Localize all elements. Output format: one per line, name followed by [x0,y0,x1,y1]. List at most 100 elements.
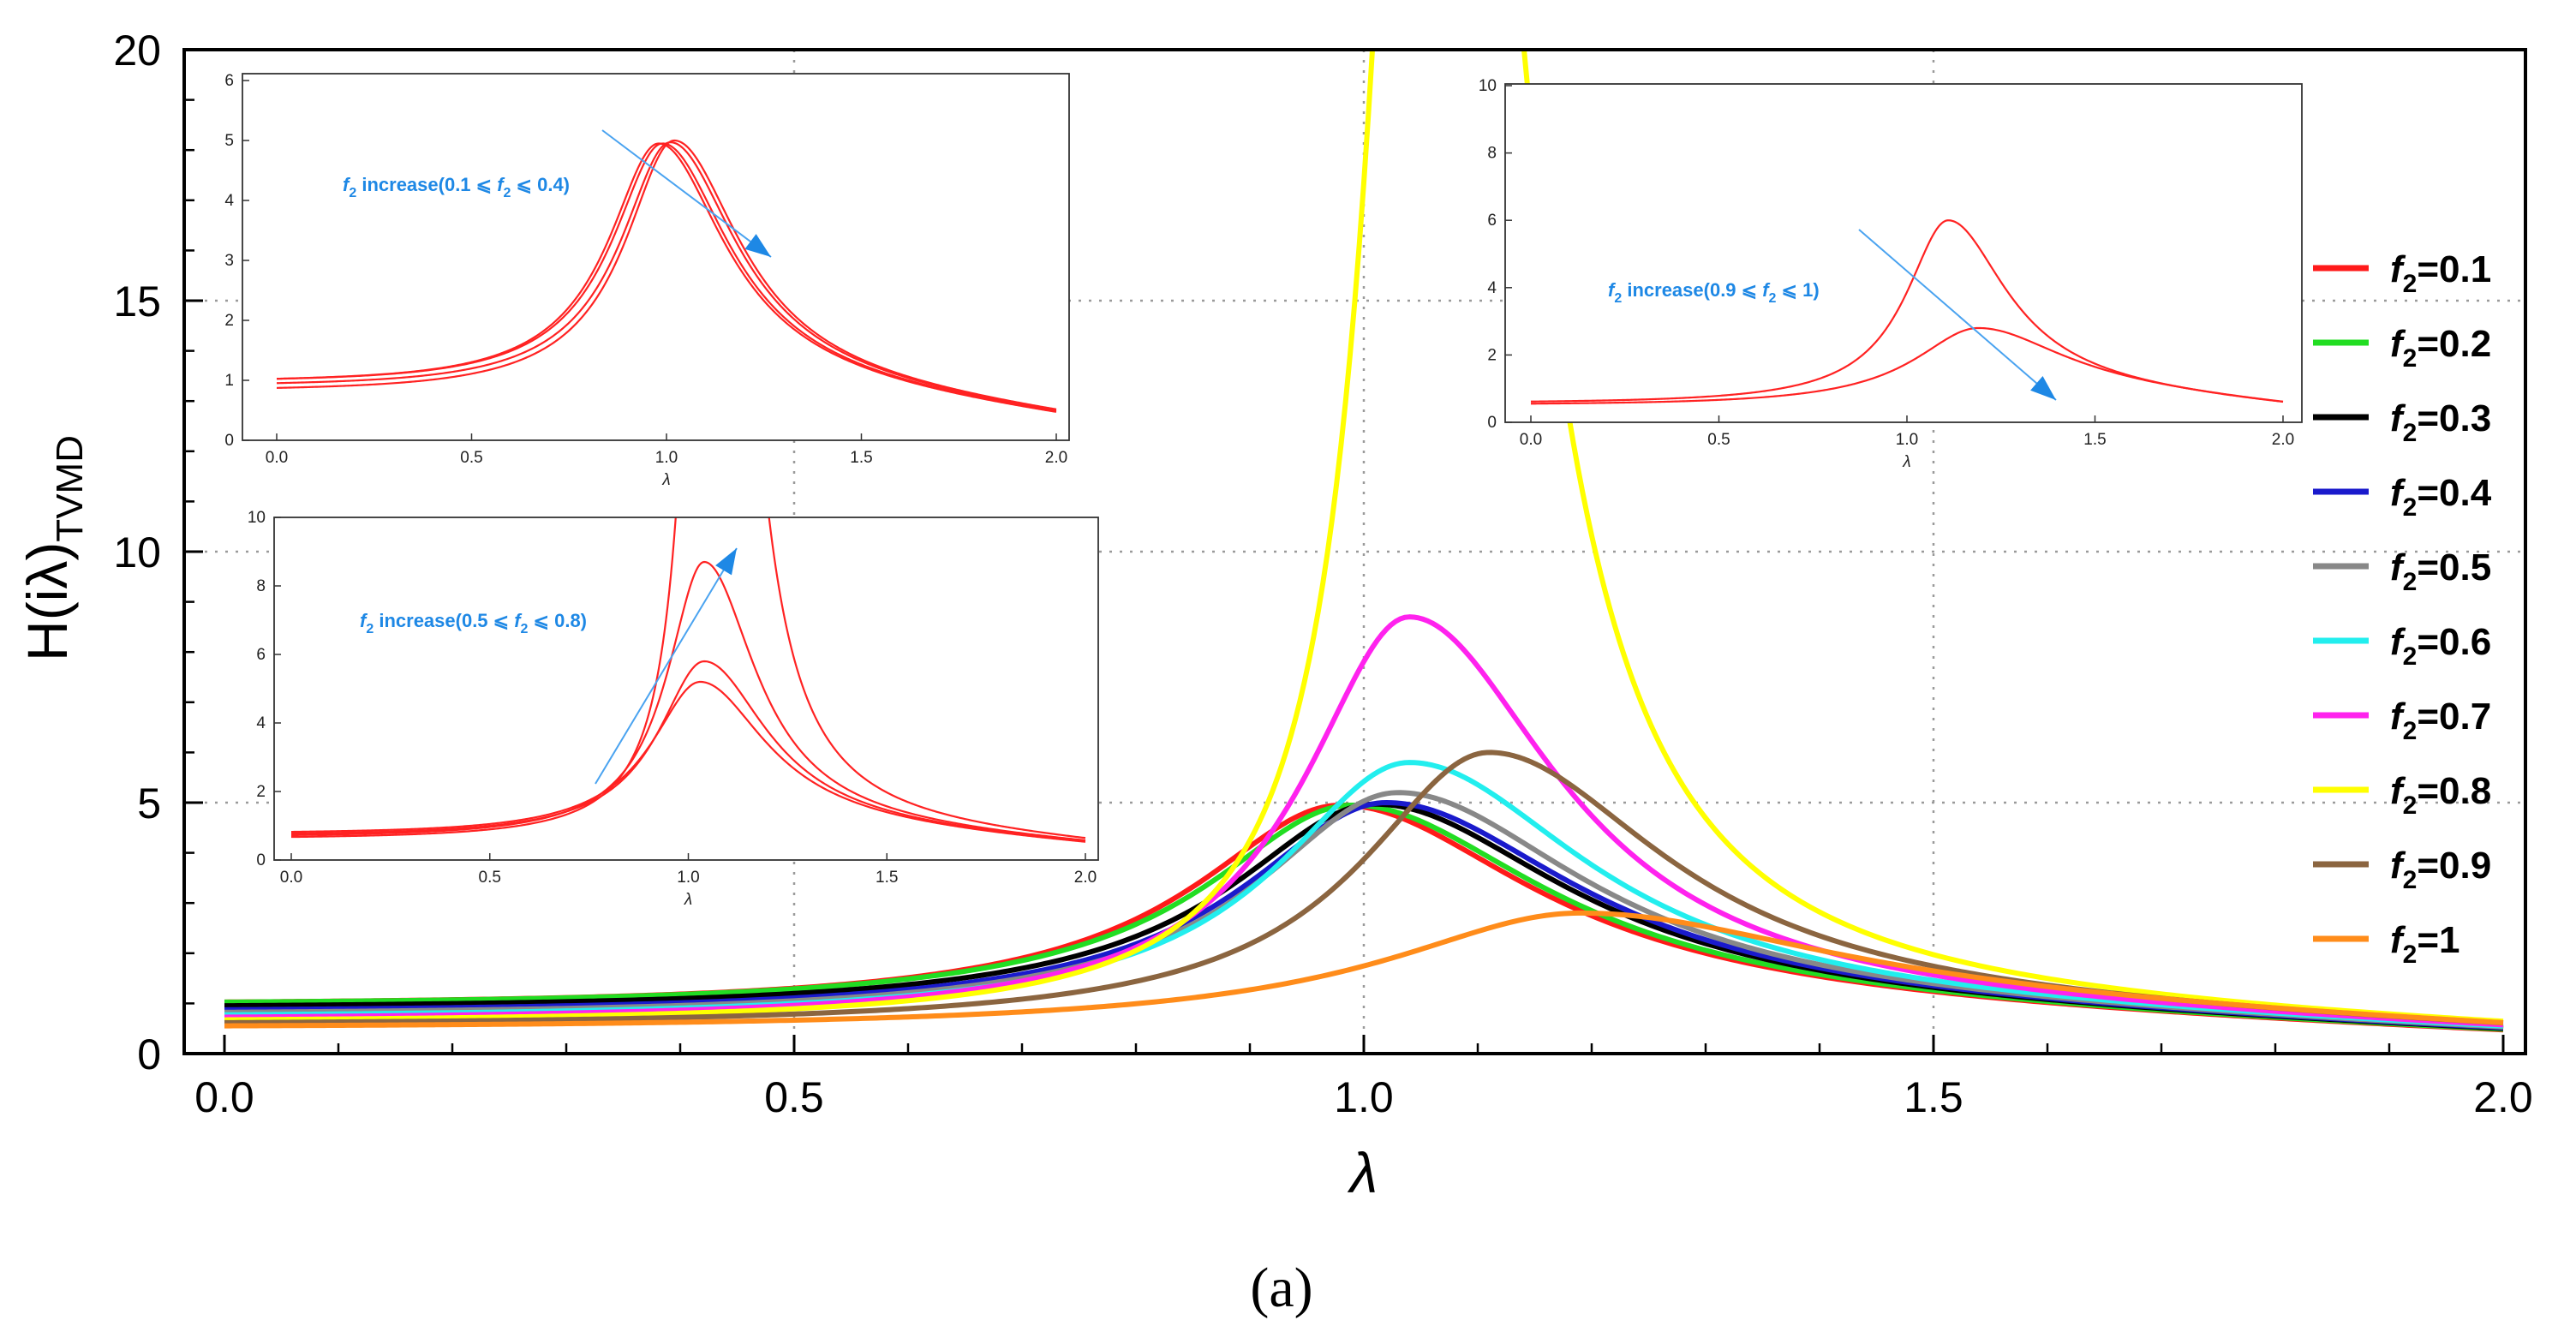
inset1-y-tick-label: 4 [224,192,234,210]
inset1-arrow-line [601,129,772,258]
main-x-tick-label: 0.0 [194,1073,254,1121]
inset3-annotation-var: f [1608,279,1617,301]
inset2-y-tick-label: 10 [248,509,266,527]
inset2-series-line-f2-0-7 [290,560,1086,842]
inset2-x-tick-label: 1.0 [677,869,699,887]
legend-label-sub: 2 [2403,568,2418,596]
inset3-series [1530,219,2284,405]
legend-label: f2=0.3 [2390,397,2491,447]
legend-label-sub: 2 [2403,866,2418,894]
legend-label: f2=1 [2390,919,2460,969]
inset1-x-tick-label: 1.0 [655,449,678,467]
inset1-series-line-f2-0-4 [276,139,1057,410]
main-y-tick-labels: 0 5 10 15 20 [113,27,161,1078]
legend-item: f2=0.2 [2313,323,2491,373]
figure-caption: (a) [1250,1257,1312,1319]
main-y-axis-title-main: H(iλ) [15,542,79,661]
main-series [224,50,2504,1033]
inset3-x-axis-title: λ [1902,453,1910,471]
main-y-tick-label: 20 [113,27,161,75]
legend-label: f2=0.1 [2390,248,2491,298]
inset2-y-tick-label: 8 [256,577,266,595]
inset1-y-tick-label: 1 [224,372,234,390]
legend-label-sub: 2 [2403,717,2418,745]
inset2-series-line-f2-0-8 [290,517,1086,839]
inset1-annotation-var2: f [497,174,505,195]
legend-item: f2=1 [2313,919,2460,969]
legend-label-value: =0.4 [2417,472,2491,514]
inset3-series-line-f2-1 [1530,326,2284,405]
inset3-annotation: f2 increase(0.9 ⩽ f2 ⩽ 1) [1608,279,1820,306]
inset3-x-tick-label: 0.5 [1707,431,1730,449]
inset2-series-line-f2-0-6 [290,660,1086,843]
main-y-axis-title-sub: TVMD [49,435,91,542]
legend-item: f2=0.8 [2313,770,2491,820]
main-x-axis-title: λ [1348,1141,1378,1204]
legend-label-value: =0.6 [2417,621,2491,663]
inset2-y-tick-label: 2 [256,783,266,801]
legend-label-var: f [2390,621,2406,663]
legend-item: f2=0.1 [2313,248,2491,298]
legend-label-var: f [2390,770,2406,812]
legend-label-var: f [2390,472,2406,514]
legend-label-value: =1 [2417,919,2459,961]
inset3-y-tick-label: 10 [1479,77,1497,95]
main-ticks [184,48,2505,1055]
legend-label-var: f [2390,248,2406,290]
legend-label-var: f [2390,919,2406,961]
inset3-arrow-line [1858,229,2057,401]
main-x-tick-label: 1.0 [1334,1073,1394,1121]
main-x-tick-label: 2.0 [2473,1073,2533,1121]
legend-label: f2=0.5 [2390,547,2491,596]
legend-label-value: =0.2 [2417,323,2491,365]
legend-label: f2=0.6 [2390,621,2491,671]
inset1-annotation-text: increase(0.1 ⩽ [356,174,497,195]
legend-label: f2=0.8 [2390,770,2491,820]
legend-label-value: =0.1 [2417,248,2491,290]
legend-label-var: f [2390,397,2406,439]
legend-label-sub: 2 [2403,419,2418,447]
inset2-annotation-var2: f [514,610,523,631]
inset2-series [290,517,1086,843]
inset2-annotation-sub: 2 [366,622,374,636]
legend-label-sub: 2 [2403,941,2418,969]
inset2-annotation-text: increase(0.5 ⩽ [374,610,514,631]
inset2-annotation-text2: ⩽ 0.8) [528,610,587,631]
legend-item: f2=0.3 [2313,397,2491,447]
inset1-y-tick-label: 6 [224,72,234,90]
inset1-y-tick-label: 5 [224,132,234,150]
legend-item: f2=0.5 [2313,547,2491,596]
main-x-tick-labels: 0.0 0.5 1.0 1.5 2.0 [194,1073,2533,1121]
inset3-background [1505,84,2302,422]
main-x-tick-label: 0.5 [764,1073,824,1121]
inset3-x-tick-label: 1.0 [1896,431,1918,449]
legend-label: f2=0.4 [2390,472,2492,522]
main-y-tick-label: 15 [113,278,161,326]
legend-label: f2=0.7 [2390,696,2491,745]
inset3-annotation-sub2: 2 [1769,291,1777,306]
inset3-annotation-text2: ⩽ 1) [1776,279,1819,301]
inset2-annotation-sub2: 2 [521,622,529,636]
inset3-annotation-var2: f [1762,279,1771,301]
main-series-line-f2-1 [224,910,2504,1029]
main-series-line-f2-0-8 [224,50,2504,1024]
legend-label-sub: 2 [2403,791,2418,820]
inset1-frame [242,73,1070,441]
inset1-y-tick-label: 2 [224,312,234,330]
inset2-x-tick-label: 0.0 [280,869,302,887]
legend-label-value: =0.9 [2417,845,2491,887]
main-y-tick-label: 0 [137,1030,161,1078]
inset3-x-tick-label: 0.0 [1520,431,1542,449]
inset3-y-tick-label: 8 [1487,145,1497,163]
inset3-y-tick-label: 0 [1487,414,1497,432]
inset3-frame [1504,83,2303,423]
inset2-x-tick-label: 0.5 [479,869,501,887]
inset1-annotation-sub: 2 [349,186,356,200]
inset3-y-tick-label: 4 [1487,279,1497,297]
legend-item: f2=0.7 [2313,696,2491,745]
legend-label-sub: 2 [2403,344,2418,373]
legend-label: f2=0.2 [2390,323,2491,373]
